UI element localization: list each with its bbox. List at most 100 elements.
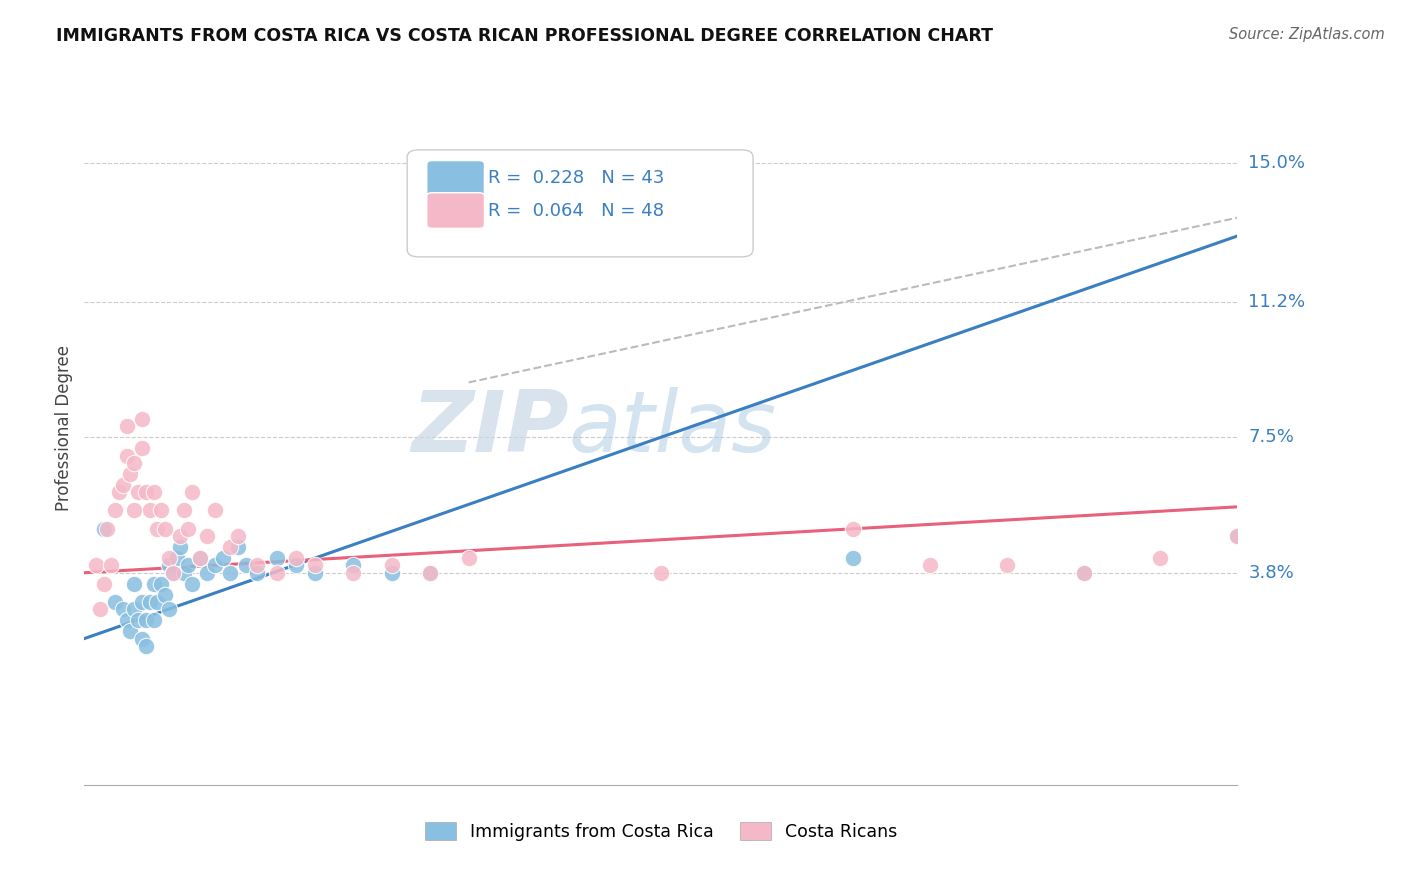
Point (142, 485, 165, 500)
Point (842, 551, 865, 566)
Point (138, 595, 160, 609)
Point (266, 551, 288, 566)
Point (188, 551, 211, 566)
Point (93, 522, 115, 536)
Point (650, 566, 672, 580)
Point (124, 503, 146, 517)
Point (195, 566, 218, 580)
Point (127, 485, 149, 500)
Point (104, 503, 127, 517)
Point (115, 419, 138, 434)
Point (146, 595, 169, 609)
Point (131, 412, 153, 426)
Text: Source: ZipAtlas.com: Source: ZipAtlas.com (1229, 27, 1385, 42)
Text: ZIP: ZIP (411, 386, 568, 470)
Point (173, 566, 195, 580)
Point (246, 558, 269, 573)
Point (219, 566, 242, 580)
Point (177, 522, 200, 536)
Text: IMMIGRANTS FROM COSTA RICA VS COSTA RICAN PROFESSIONAL DEGREE CORRELATION CHART: IMMIGRANTS FROM COSTA RICA VS COSTA RICA… (56, 27, 993, 45)
Point (131, 632, 153, 646)
Point (84, 558, 107, 573)
Point (284, 551, 307, 566)
Point (188, 551, 211, 566)
Point (162, 566, 184, 580)
Point (195, 529, 218, 543)
Point (153, 522, 176, 536)
Y-axis label: Professional Degree: Professional Degree (55, 345, 73, 511)
Point (157, 558, 180, 573)
Point (177, 558, 200, 573)
Point (842, 522, 865, 536)
Point (995, 558, 1018, 573)
Point (246, 566, 269, 580)
Point (204, 503, 226, 517)
Point (304, 558, 326, 573)
Point (342, 566, 364, 580)
Point (1073, 566, 1095, 580)
Point (204, 558, 226, 573)
Point (166, 551, 188, 566)
Point (93, 576, 115, 591)
Point (381, 566, 404, 580)
Point (115, 613, 138, 627)
Point (162, 566, 184, 580)
Text: atlas: atlas (568, 386, 776, 470)
Text: 3.8%: 3.8% (1249, 564, 1294, 582)
Point (1226, 529, 1249, 543)
Point (111, 478, 134, 492)
Point (235, 558, 257, 573)
Point (111, 602, 134, 616)
Point (138, 503, 160, 517)
Point (142, 613, 165, 627)
FancyBboxPatch shape (408, 150, 754, 257)
Point (96, 522, 118, 536)
Point (1149, 551, 1171, 566)
Text: R =  0.064   N = 48: R = 0.064 N = 48 (488, 202, 664, 219)
Point (457, 551, 479, 566)
Point (284, 558, 307, 573)
Point (135, 485, 157, 500)
Point (108, 485, 131, 500)
Point (304, 566, 326, 580)
Point (120, 467, 142, 481)
Point (918, 558, 941, 573)
Text: 11.2%: 11.2% (1249, 293, 1306, 311)
Point (115, 449, 138, 463)
Point (419, 566, 441, 580)
Point (89, 602, 111, 616)
Point (157, 551, 180, 566)
Text: R =  0.228   N = 43: R = 0.228 N = 43 (488, 169, 664, 187)
Text: 7.5%: 7.5% (1249, 428, 1295, 446)
Point (153, 588, 176, 602)
Point (135, 613, 157, 627)
Point (120, 624, 142, 639)
Text: 15.0%: 15.0% (1249, 153, 1305, 172)
Point (142, 576, 165, 591)
Point (131, 595, 153, 609)
Point (104, 595, 127, 609)
Point (173, 503, 195, 517)
Point (127, 613, 149, 627)
Point (181, 485, 204, 500)
Legend: Immigrants from Costa Rica, Costa Ricans: Immigrants from Costa Rica, Costa Ricans (418, 815, 904, 847)
Point (135, 639, 157, 653)
Point (146, 522, 169, 536)
Point (381, 558, 404, 573)
Point (150, 503, 173, 517)
Point (157, 602, 180, 616)
Point (266, 566, 288, 580)
Point (226, 529, 249, 543)
Point (419, 566, 441, 580)
Point (1073, 566, 1095, 580)
Point (342, 558, 364, 573)
Point (169, 540, 191, 554)
FancyBboxPatch shape (427, 193, 485, 228)
Point (181, 576, 204, 591)
Point (211, 551, 233, 566)
Point (124, 602, 146, 616)
Point (131, 442, 153, 456)
Point (150, 576, 173, 591)
Point (1226, 529, 1249, 543)
Point (124, 576, 146, 591)
